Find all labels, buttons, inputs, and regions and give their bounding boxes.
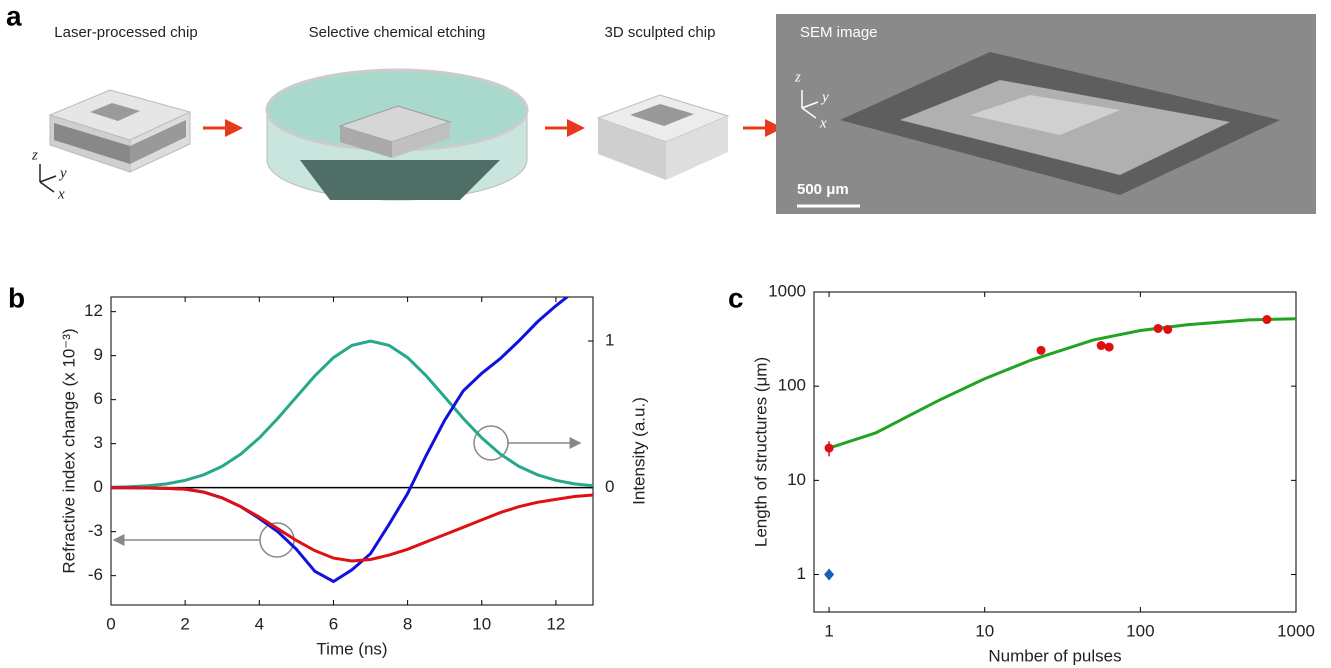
y-tick-label: 1000 (768, 281, 806, 300)
x-tick-label: 1000 (1277, 621, 1315, 640)
y-tick-label: 10 (787, 470, 806, 489)
data-point (1163, 325, 1172, 334)
axis-icon-label: y (820, 89, 829, 105)
y-tick-label: -3 (88, 521, 103, 540)
panel-label: c (728, 282, 744, 313)
plot-frame (111, 297, 593, 605)
y-tick-label: 100 (778, 376, 806, 395)
data-point (824, 569, 834, 581)
y-axis-label: Refractive index change (x 10⁻³) (59, 328, 78, 573)
series-line (111, 488, 593, 561)
y-tick-label: 6 (94, 389, 103, 408)
y-tick-label: 0 (94, 477, 103, 496)
x-tick-label: 100 (1126, 621, 1154, 640)
x-tick-label: 12 (546, 614, 565, 633)
data-point (1154, 324, 1163, 333)
step-label: Laser-processed chip (54, 24, 197, 41)
y-axis-label: Length of structures (μm) (751, 357, 770, 547)
x-tick-label: 10 (975, 621, 994, 640)
x-axis-label: Number of pulses (988, 646, 1121, 665)
panel-label: b (8, 282, 25, 313)
etching-dish (267, 70, 527, 200)
chip-laser (50, 90, 190, 172)
data-point (1105, 343, 1114, 352)
y-tick-label: 3 (94, 433, 103, 452)
y2-tick-label: 0 (605, 477, 614, 496)
axis-icon-label: y (58, 165, 67, 181)
y-tick-label: 1 (797, 564, 806, 583)
data-point (825, 444, 834, 453)
series-line (111, 341, 593, 487)
annotation (114, 426, 580, 557)
y-tick-label: 9 (94, 345, 103, 364)
axis-icon-label: x (819, 115, 827, 131)
sem-image (776, 14, 1316, 214)
figure: a Laser-processed chip Selective chemica… (0, 0, 1331, 668)
x-tick-label: 2 (180, 614, 189, 633)
axis-icon-label: z (794, 69, 801, 85)
y-tick-label: -6 (88, 565, 103, 584)
x-tick-label: 4 (255, 614, 264, 633)
data-point (1262, 315, 1271, 324)
y-tick-label: 12 (84, 301, 103, 320)
series-line (829, 319, 1296, 448)
x-tick-label: 8 (403, 614, 412, 633)
x-tick-label: 6 (329, 614, 338, 633)
data-point (1097, 341, 1106, 350)
sem-label: SEM image (800, 24, 878, 41)
axis-icon-label: z (31, 147, 38, 163)
chip-sculpted (598, 95, 728, 180)
axes-icon (40, 164, 56, 192)
axis-icon-label: x (57, 186, 65, 202)
y2-tick-label: 1 (605, 330, 614, 349)
step-label: Selective chemical etching (309, 24, 486, 41)
panel-label: a (6, 0, 22, 31)
x-tick-label: 10 (472, 614, 491, 633)
scale-bar-label: 500 μm (797, 181, 849, 198)
x-axis-label: Time (ns) (316, 639, 387, 658)
y2-axis-label: Intensity (a.u.) (629, 397, 648, 505)
data-point (1037, 346, 1046, 355)
x-tick-label: 1 (824, 621, 833, 640)
x-tick-label: 0 (106, 614, 115, 633)
plot-frame (814, 292, 1296, 612)
step-label: 3D sculpted chip (605, 24, 716, 41)
series-line (111, 291, 575, 581)
